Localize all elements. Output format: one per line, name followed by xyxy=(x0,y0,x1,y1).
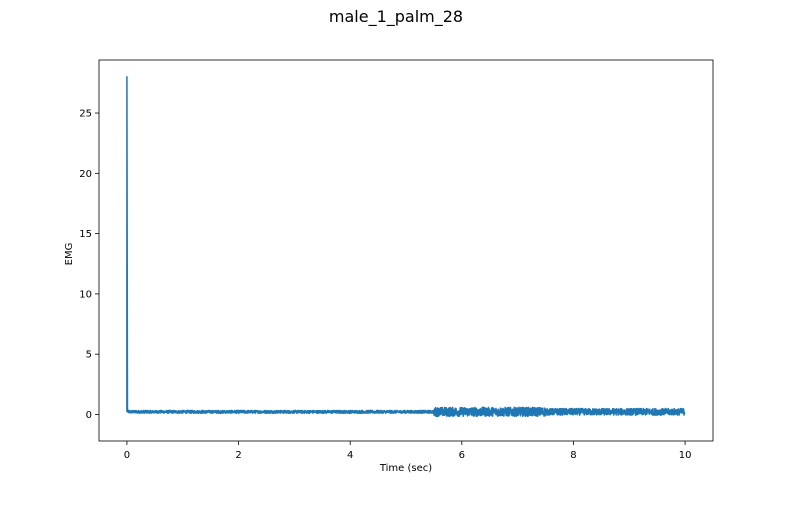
y-tick-label: 10 xyxy=(79,289,92,300)
y-axis-label: EMG xyxy=(64,243,75,266)
x-tick-label: 10 xyxy=(679,450,692,461)
x-tick-label: 2 xyxy=(235,450,241,461)
y-tick-label: 15 xyxy=(79,229,92,240)
chart-title: male_1_palm_28 xyxy=(328,7,464,26)
x-axis-label: Time (sec) xyxy=(379,463,432,474)
emg-series-line xyxy=(126,76,686,418)
plot-area xyxy=(98,59,714,442)
x-tick-label: 8 xyxy=(570,450,576,461)
y-tick-label: 25 xyxy=(79,109,92,120)
y-tick-label: 20 xyxy=(79,169,92,180)
x-tick-label: 4 xyxy=(347,450,353,461)
y-axis: 0 5 10 15 20 25 xyxy=(79,109,99,421)
x-tick-label: 6 xyxy=(459,450,465,461)
y-tick-label: 0 xyxy=(86,410,92,421)
y-tick-label: 5 xyxy=(86,350,92,361)
plot-frame xyxy=(98,59,714,442)
x-tick-label: 0 xyxy=(124,450,130,461)
x-axis: 0 2 4 6 8 10 xyxy=(124,441,692,461)
